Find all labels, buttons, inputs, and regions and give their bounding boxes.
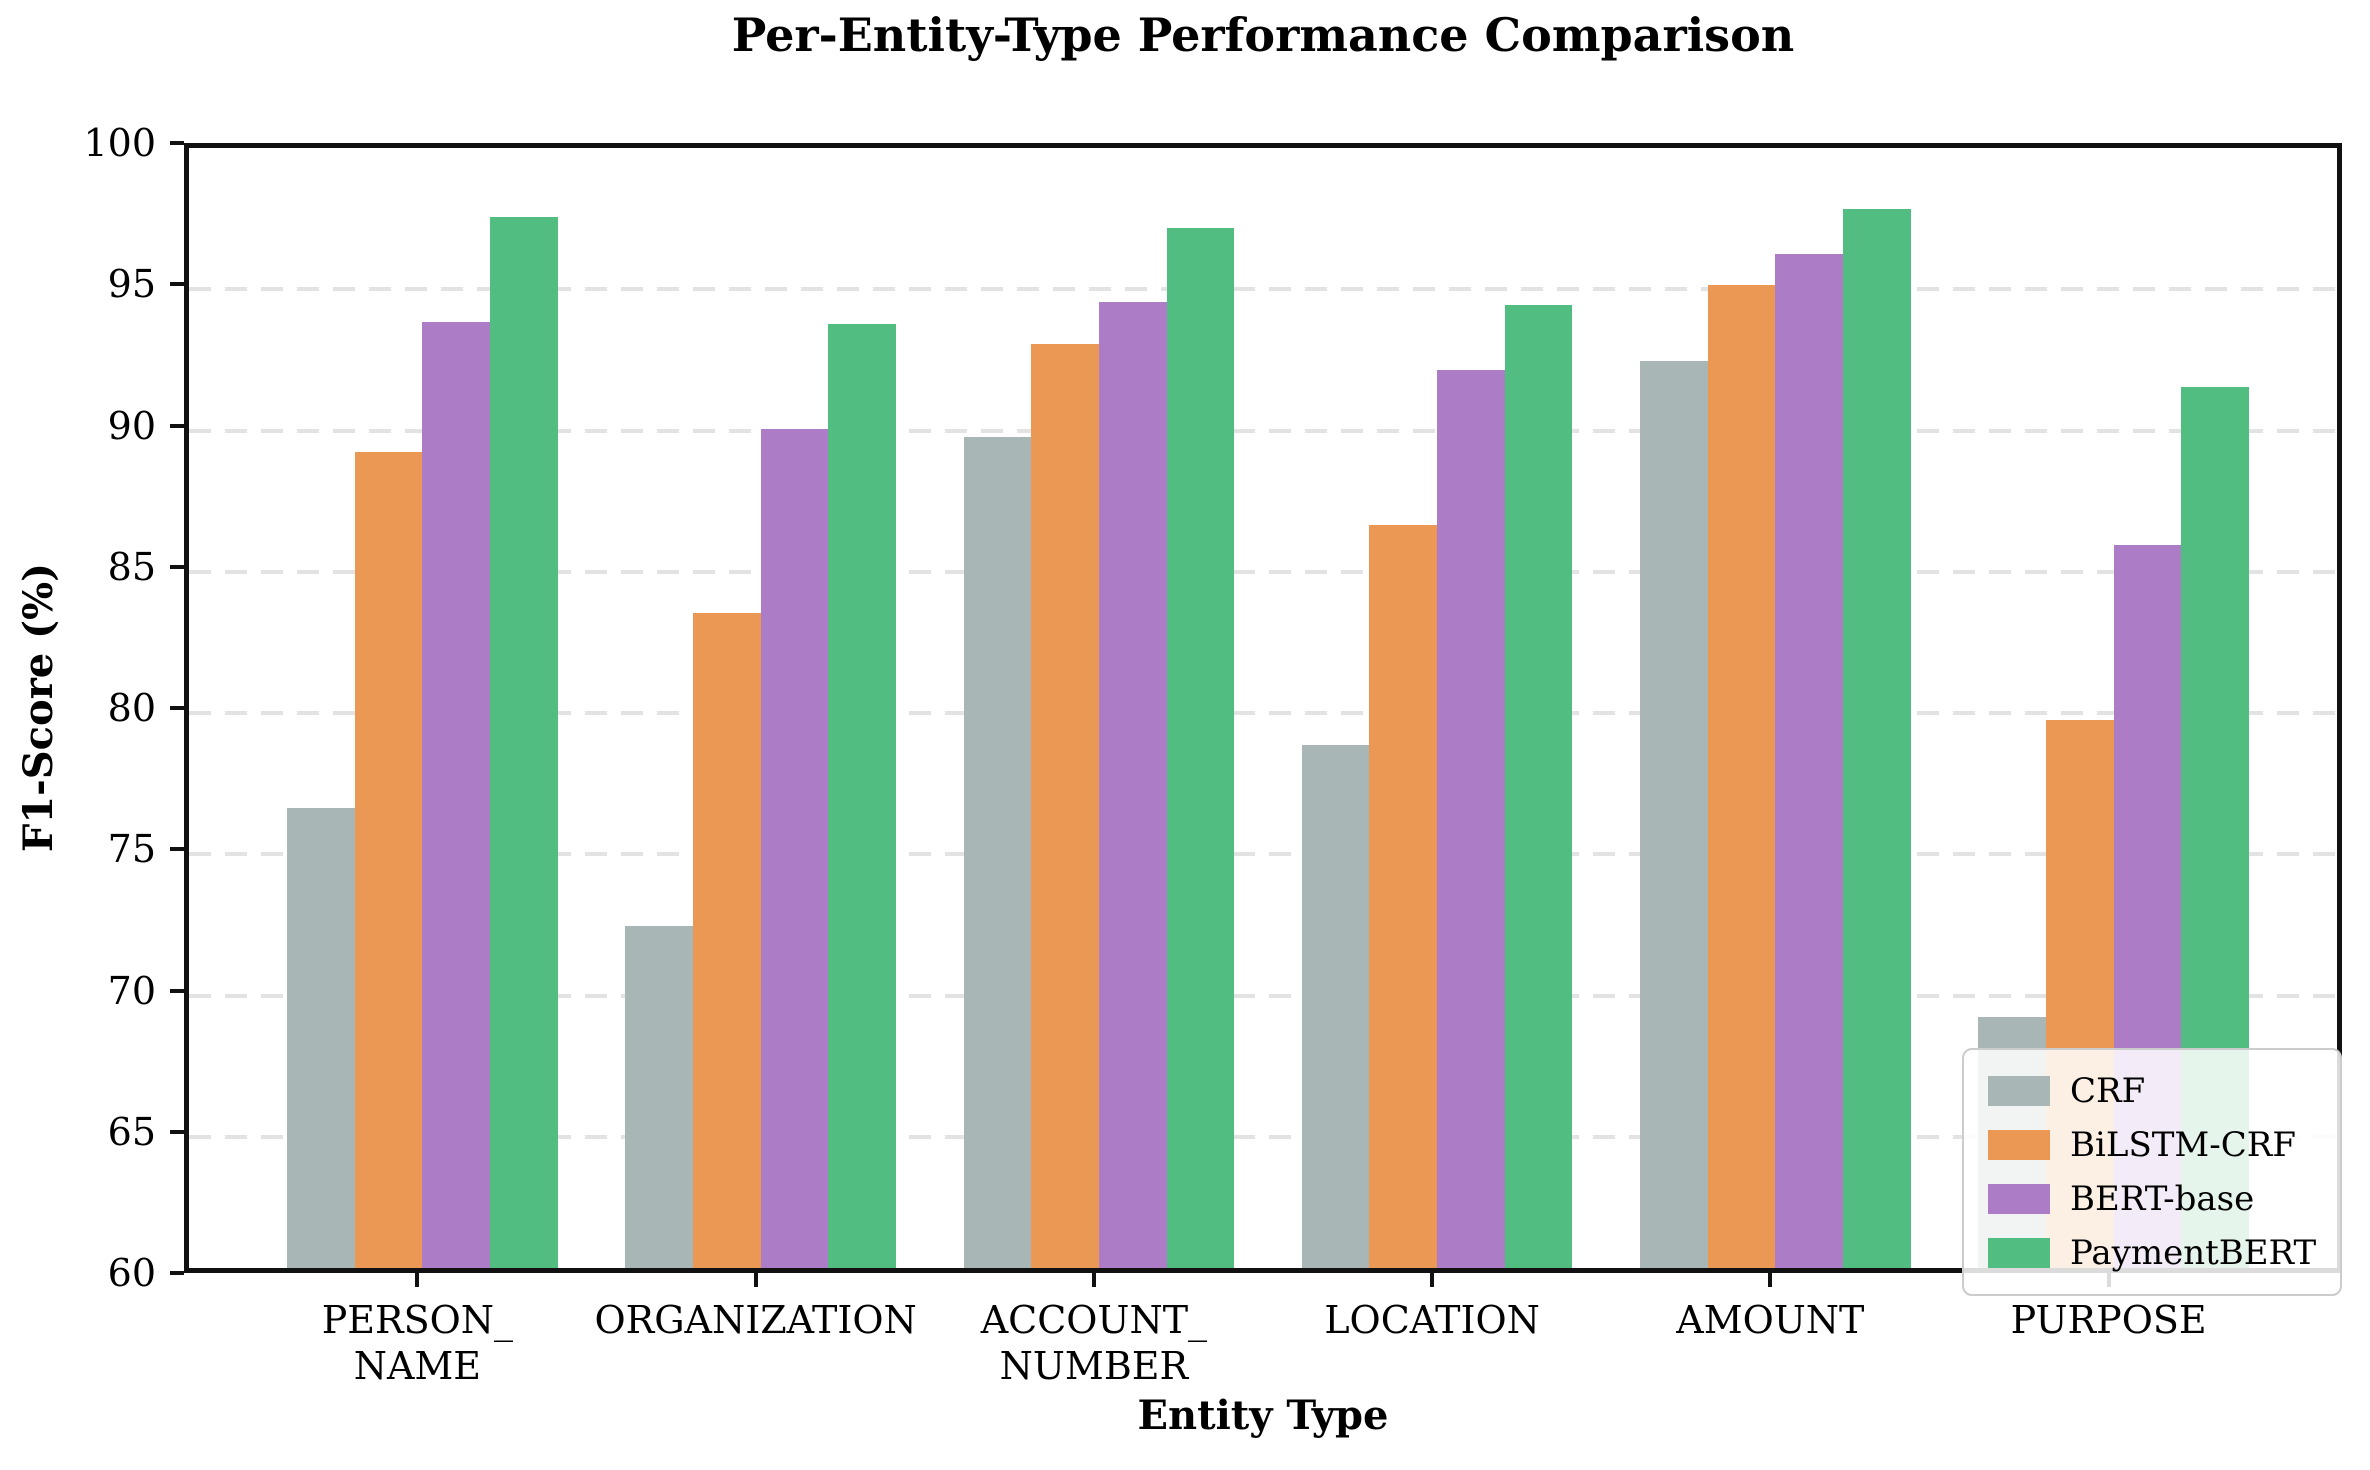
- gridline-y-75: [189, 852, 2337, 857]
- legend-swatch-BERT-base: [1988, 1184, 2050, 1214]
- legend-swatch-BiLSTM-CRF: [1988, 1130, 2050, 1160]
- x-tick-label-0: PERSON_ NAME: [321, 1298, 514, 1388]
- bar-BiLSTM-CRF-AMOUNT: [1707, 284, 1776, 1268]
- gridline-y-70: [189, 993, 2337, 998]
- bar-PaymentBERT-ACCOUNT_NUMBER: [1166, 228, 1235, 1268]
- bar-BiLSTM-CRF-ACCOUNT_NUMBER: [1031, 344, 1099, 1268]
- bar-CRF-ORGANIZATION: [625, 926, 693, 1268]
- y-tick-label-95: 95: [107, 262, 156, 307]
- y-tick-label-70: 70: [107, 968, 156, 1013]
- chart-title: Per-Entity-Type Performance Comparison: [731, 8, 1795, 62]
- x-tick-label-3: LOCATION: [1324, 1298, 1540, 1342]
- y-tick-label-85: 85: [107, 544, 156, 589]
- bar-CRF-AMOUNT: [1640, 361, 1708, 1268]
- legend-swatch-PaymentBERT: [1988, 1238, 2050, 1268]
- y-tick-label-60: 60: [107, 1251, 156, 1295]
- y-tick-label-75: 75: [107, 827, 156, 872]
- x-tick-label-1: ORGANIZATION: [594, 1298, 917, 1342]
- y-tick-label-65: 65: [107, 1109, 156, 1154]
- y-tick-mark-85: [170, 564, 184, 569]
- y-tick-mark-95: [170, 282, 184, 287]
- y-tick-mark-100: [170, 141, 184, 145]
- gridline-y-85: [189, 569, 2337, 574]
- gridline-y-95: [189, 287, 2337, 292]
- bar-PaymentBERT-ORGANIZATION: [828, 324, 896, 1268]
- x-tick-mark-3: [1430, 1273, 1435, 1287]
- gridline-y-80: [189, 711, 2337, 715]
- legend-row-BiLSTM-CRF: BiLSTM-CRF: [1988, 1118, 2316, 1172]
- y-tick-mark-80: [170, 706, 184, 710]
- x-tick-mark-1: [753, 1273, 758, 1287]
- bar-CRF-PERSON_NAME: [287, 807, 355, 1268]
- legend-label-BiLSTM-CRF: BiLSTM-CRF: [2070, 1125, 2296, 1165]
- bar-BERT-base-ACCOUNT_NUMBER: [1098, 301, 1167, 1268]
- x-tick-label-5: PURPOSE: [2010, 1298, 2207, 1342]
- x-tick-label-2: ACCOUNT_ NUMBER: [980, 1298, 1208, 1388]
- y-tick-mark-90: [170, 423, 184, 428]
- y-tick-label-90: 90: [107, 403, 156, 448]
- bar-BiLSTM-CRF-LOCATION: [1369, 525, 1438, 1268]
- bar-CRF-ACCOUNT_NUMBER: [963, 437, 1032, 1268]
- y-tick-mark-65: [170, 1129, 184, 1134]
- legend-label-PaymentBERT: PaymentBERT: [2070, 1233, 2317, 1273]
- legend: CRF BiLSTM-CRF BERT-base PaymentBERT: [1962, 1048, 2343, 1296]
- legend-swatch-CRF: [1988, 1076, 2050, 1106]
- legend-row-BERT-base: BERT-base: [1988, 1172, 2316, 1226]
- bar-PaymentBERT-LOCATION: [1504, 304, 1573, 1268]
- gridline-y-90: [189, 428, 2337, 433]
- x-tick-label-4: AMOUNT: [1676, 1298, 1865, 1342]
- bar-BERT-base-ORGANIZATION: [760, 428, 829, 1268]
- legend-row-CRF: CRF: [1988, 1064, 2316, 1118]
- bar-PaymentBERT-PERSON_NAME: [490, 217, 558, 1268]
- x-tick-mark-2: [1091, 1273, 1096, 1287]
- legend-row-PaymentBERT: PaymentBERT: [1988, 1226, 2316, 1280]
- gridline-y-65: [189, 1134, 2337, 1139]
- legend-label-CRF: CRF: [2070, 1071, 2146, 1111]
- bar-CRF-LOCATION: [1301, 745, 1370, 1268]
- y-tick-label-100: 100: [83, 121, 156, 165]
- y-tick-label-80: 80: [107, 686, 156, 730]
- y-tick-mark-70: [170, 988, 184, 993]
- bar-PaymentBERT-AMOUNT: [1843, 208, 1911, 1268]
- bar-BERT-base-PERSON_NAME: [422, 321, 491, 1268]
- bar-BERT-base-LOCATION: [1437, 369, 1505, 1268]
- y-tick-mark-60: [170, 1271, 184, 1275]
- x-axis-label: Entity Type: [1137, 1392, 1389, 1439]
- y-tick-mark-75: [170, 847, 184, 852]
- bar-BiLSTM-CRF-ORGANIZATION: [692, 612, 761, 1268]
- bar-BERT-base-AMOUNT: [1775, 253, 1843, 1268]
- legend-label-BERT-base: BERT-base: [2070, 1179, 2255, 1219]
- x-tick-mark-0: [415, 1273, 420, 1287]
- x-tick-mark-4: [1768, 1273, 1773, 1287]
- bar-BiLSTM-CRF-PERSON_NAME: [354, 451, 423, 1268]
